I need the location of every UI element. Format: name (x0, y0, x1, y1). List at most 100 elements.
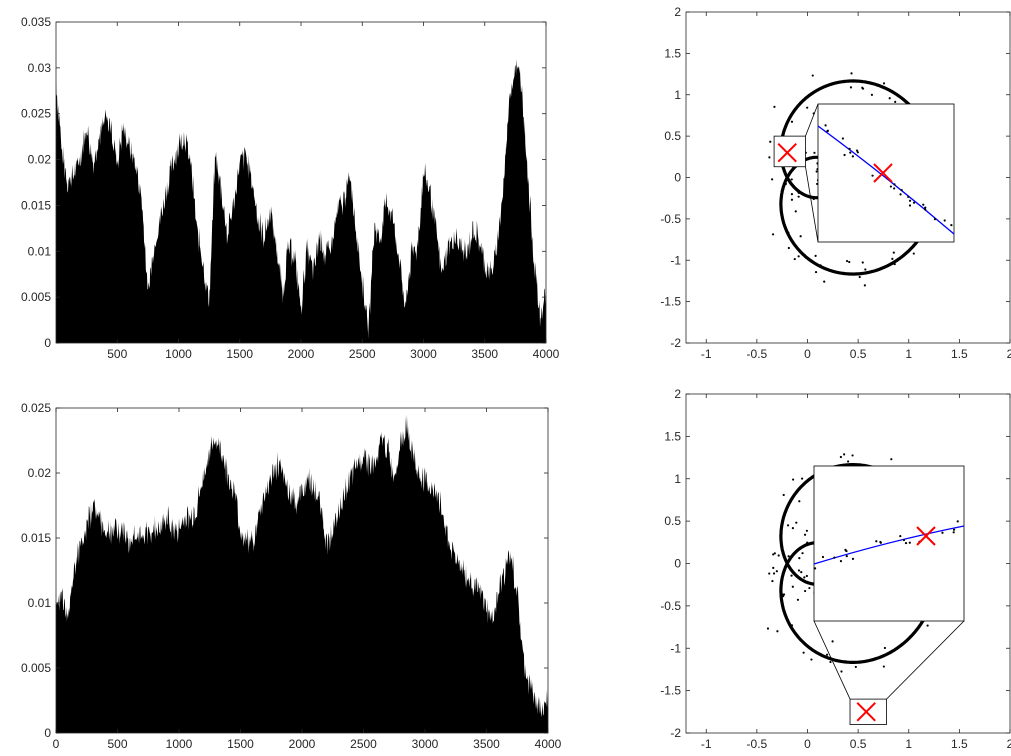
scatter-point (787, 555, 790, 558)
scatter-point (800, 477, 804, 480)
scatter-point (797, 191, 800, 194)
inset-point (908, 541, 911, 544)
x-tick-label: -0.5 (747, 347, 768, 361)
inset-point (849, 151, 852, 154)
inset-point (943, 219, 946, 222)
inset-point (904, 541, 908, 545)
y-tick-label: 0.01 (28, 596, 52, 610)
x-tick-label: 1000 (165, 347, 192, 361)
scatter-point (803, 576, 806, 579)
scatter-point (799, 235, 802, 238)
x-tick-label: 2000 (289, 737, 316, 751)
y-tick-label: 0 (44, 336, 51, 350)
scatter-point (805, 574, 808, 578)
x-tick-label: -0.5 (747, 737, 768, 751)
bottom-left-area-chart: 0 500 1000 1500 2000 2500 3000 3500 4000 0 0.005 0.… (21, 401, 562, 751)
inset-point (924, 206, 927, 209)
scatter-point (806, 541, 809, 544)
scatter-point (768, 156, 771, 159)
scatter-point (803, 589, 807, 593)
scatter-point (771, 233, 775, 236)
scatter-point (839, 455, 842, 459)
inset-point (924, 208, 927, 211)
inset-point (889, 185, 892, 188)
x-tick-label: -1 (701, 737, 712, 751)
scatter-point (784, 182, 788, 186)
inset-point (824, 124, 827, 127)
x-tick-label: 2500 (349, 347, 376, 361)
scatter-point (768, 572, 771, 575)
scatter-point (772, 553, 775, 556)
scatter-point (805, 529, 808, 532)
inset-point (871, 174, 874, 177)
x-tick-label: 500 (107, 737, 127, 751)
scatter-point (815, 651, 818, 654)
y-tick-label: -1 (670, 253, 681, 267)
scatter-point (791, 585, 794, 588)
scatter-point (812, 197, 815, 201)
scatter-point (782, 593, 786, 596)
scatter-point (851, 454, 854, 457)
inset-point (845, 555, 848, 558)
x-tick-label: 0 (804, 347, 811, 361)
scatter-point (813, 151, 816, 154)
inset-point (956, 520, 959, 523)
y-tick-label: 2 (674, 387, 681, 401)
scatter-point (814, 254, 817, 257)
y-tick-label: 0.015 (21, 198, 51, 212)
scatter-point (771, 178, 774, 181)
inset-marker (916, 526, 936, 546)
scatter-point (787, 231, 790, 234)
area-series (56, 414, 548, 733)
scatter-point (803, 533, 807, 536)
scatter-point (802, 651, 805, 654)
inset-point (893, 183, 896, 186)
inset-point (841, 137, 844, 140)
scatter-point (843, 453, 846, 456)
zoom-source-box (849, 698, 887, 725)
x-tick-label: 1 (905, 347, 912, 361)
x-tick-label: 500 (107, 347, 127, 361)
inset-fit-line (813, 525, 965, 565)
x-tick-label: 1.5 (951, 737, 968, 751)
scatter-point (794, 210, 797, 213)
x-tick-label: -1 (701, 347, 712, 361)
x-tick-label: 2 (1007, 737, 1011, 751)
inset-point (848, 147, 851, 150)
y-tick-label: 1.5 (664, 46, 681, 60)
x-tick-label: 0.5 (850, 347, 867, 361)
scatter-point (825, 653, 829, 656)
inset-connector (805, 103, 819, 137)
x-tick-label: 4000 (533, 347, 560, 361)
scatter-point (773, 552, 776, 555)
scatter-point (796, 598, 800, 601)
x-tick-label: 1500 (227, 737, 254, 751)
inset-point (941, 531, 944, 534)
inset-fit-line (817, 125, 955, 235)
y-tick-label: -2 (670, 336, 681, 350)
scatter-point (840, 670, 843, 673)
scatter-point (776, 630, 779, 633)
inset-point (821, 555, 825, 559)
inset-point (843, 153, 846, 157)
scatter-point (819, 264, 822, 267)
scatter-point (892, 251, 895, 254)
inset-point (933, 218, 937, 221)
y-tick-label: 0.005 (21, 661, 51, 675)
scatter-point (926, 624, 929, 627)
scatter-point (823, 280, 826, 283)
bottom-right-scatter-plot: -1 -0.5 0 0.5 1 1.5 2 -2 -1.5 -1 -0.5 0 0.5 1 1.5 2 (660, 387, 1011, 751)
scatter-point (772, 566, 775, 569)
scatter-point (790, 193, 794, 196)
y-tick-label: 0.015 (21, 531, 51, 545)
x-tick-label: 0.5 (850, 737, 867, 751)
scatter-point (847, 460, 850, 463)
scatter-point (786, 524, 790, 527)
inset-connector (886, 620, 965, 700)
scatter-point (772, 572, 776, 575)
y-tick-label: 2 (674, 5, 681, 19)
inset-point (851, 155, 854, 158)
y-tick-label: 0.01 (28, 244, 52, 258)
x-tick-label: 4000 (535, 737, 562, 751)
y-tick-label: -0.5 (660, 599, 681, 613)
